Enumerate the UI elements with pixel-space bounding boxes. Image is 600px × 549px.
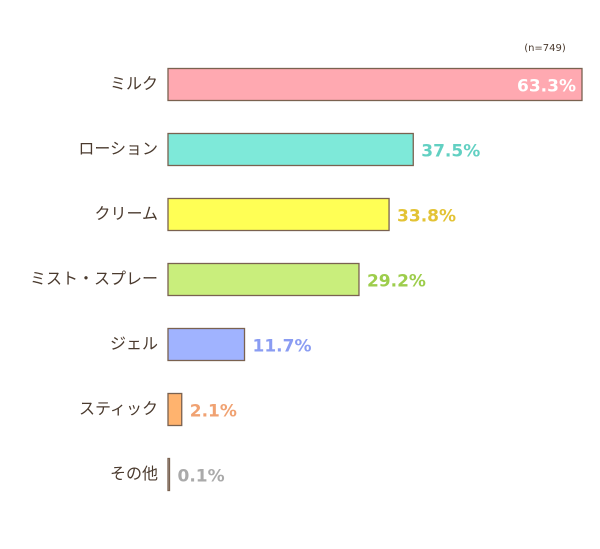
category-label: その他 bbox=[110, 464, 158, 483]
bar bbox=[167, 392, 183, 427]
category-label: ミスト・スプレー bbox=[30, 269, 158, 288]
sample-size-note: (n=749) bbox=[524, 43, 566, 54]
bar bbox=[167, 457, 171, 492]
bar bbox=[167, 132, 414, 167]
category-label: ジェル bbox=[110, 334, 158, 353]
category-label: クリーム bbox=[94, 204, 158, 223]
value-label: 0.1% bbox=[178, 467, 225, 487]
category-label: スティック bbox=[79, 399, 158, 418]
value-label: 37.5% bbox=[421, 142, 480, 162]
value-label: 29.2% bbox=[367, 272, 426, 292]
category-label: ローション bbox=[78, 139, 158, 158]
bar bbox=[167, 262, 360, 297]
category-label: ミルク bbox=[110, 74, 158, 93]
value-label: 2.1% bbox=[190, 402, 237, 422]
bar bbox=[167, 327, 246, 362]
bar bbox=[167, 197, 390, 232]
value-label: 63.3% bbox=[517, 77, 576, 97]
bar bbox=[167, 67, 583, 102]
value-label: 33.8% bbox=[397, 207, 456, 227]
value-label: 11.7% bbox=[253, 337, 312, 357]
